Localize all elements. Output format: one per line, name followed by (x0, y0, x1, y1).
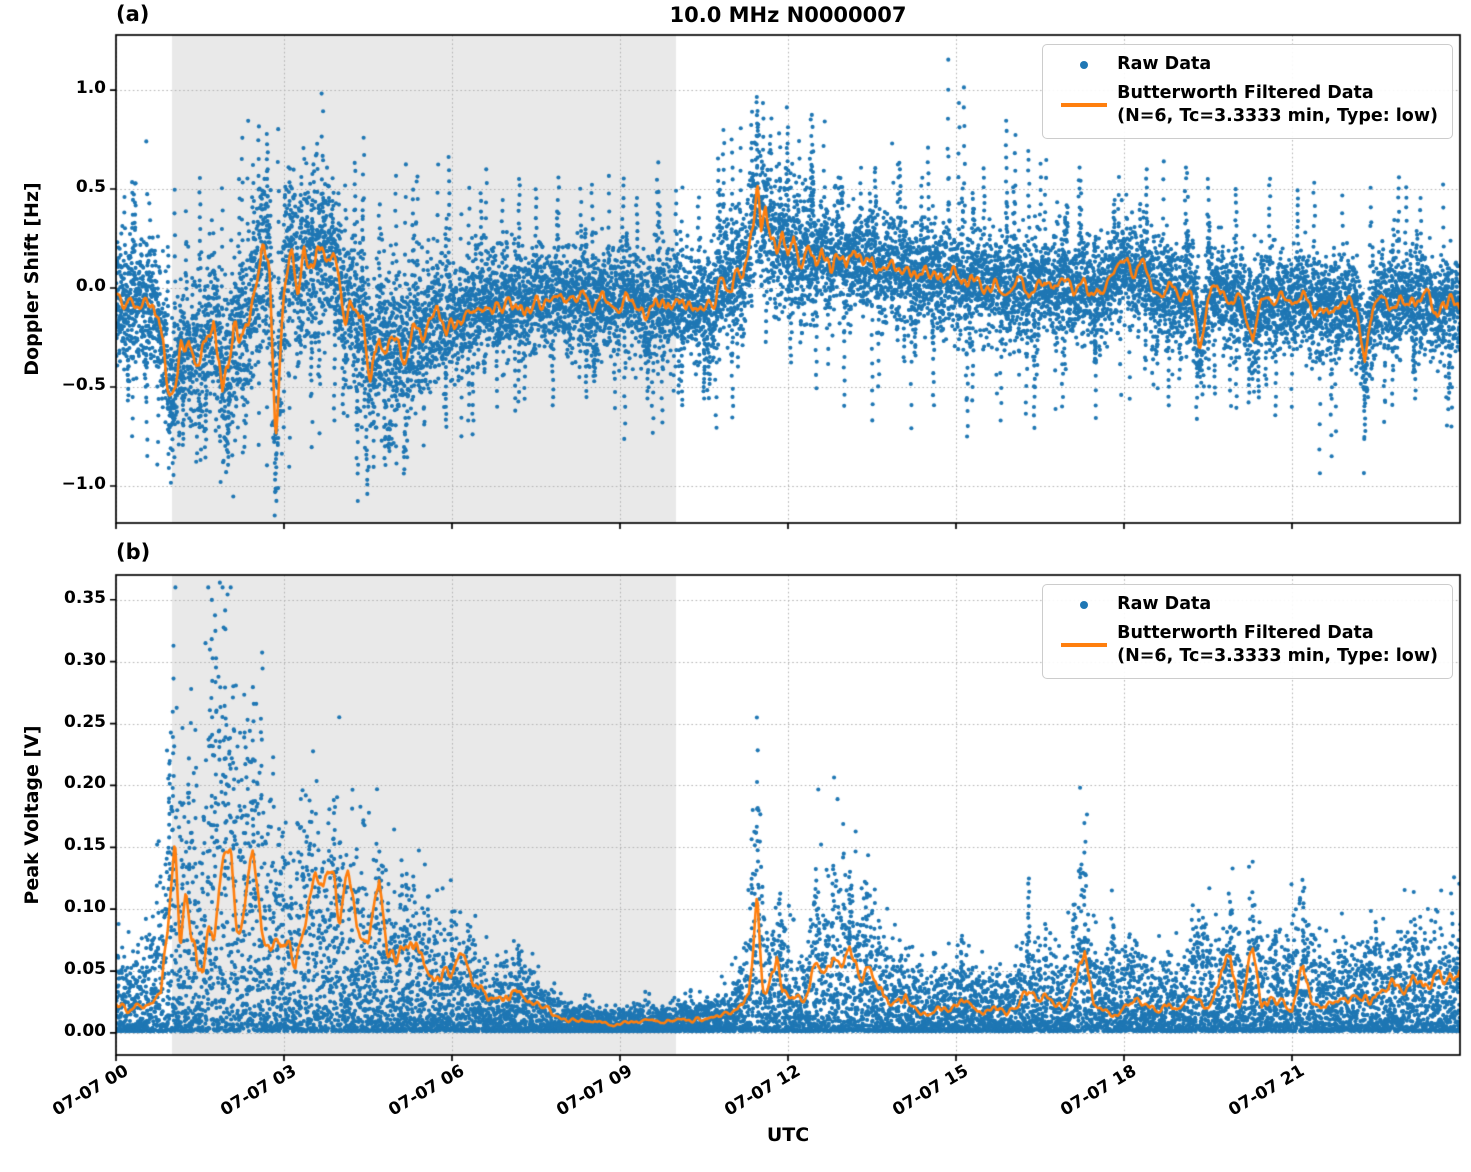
figure: 10.0 MHz N0000007 (a) (b) Doppler Shift … (0, 0, 1471, 1172)
chart-canvas (0, 0, 1471, 1172)
